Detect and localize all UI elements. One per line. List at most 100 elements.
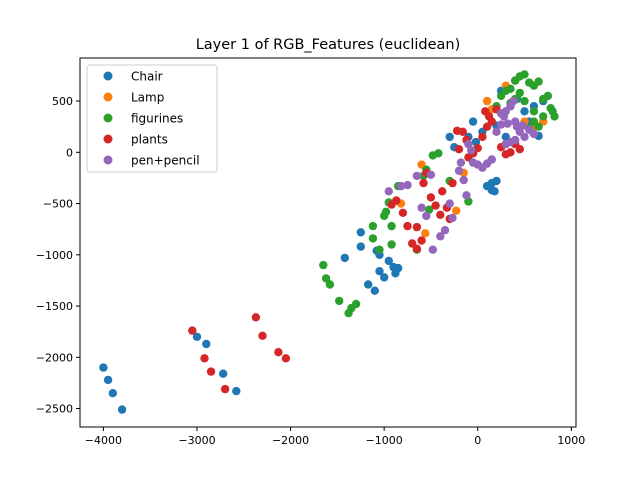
point-plants-27 <box>458 127 467 136</box>
legend-label: pen+pencil <box>131 154 200 168</box>
point-plants-6 <box>274 348 283 357</box>
points-layer <box>99 70 559 414</box>
point-plants-15 <box>417 236 426 245</box>
point-figurines-9 <box>375 245 384 254</box>
point-figurines-11 <box>381 207 391 216</box>
legend-marker <box>103 155 113 165</box>
legend-label: figurines <box>131 112 183 126</box>
point-pen-pencil-10 <box>445 199 454 208</box>
point-pen-pencil-12 <box>454 166 464 175</box>
legend-label: Lamp <box>131 91 164 105</box>
point-lamp-5 <box>482 96 492 106</box>
y-tick-label: −2500 <box>36 403 73 416</box>
point-pen-pencil-0 <box>384 187 393 196</box>
legend: Chair Lamp figurines plants pen+pencil <box>86 64 218 173</box>
legend-label: Chair <box>131 70 163 84</box>
y-tick-label: −500 <box>43 198 73 211</box>
point-figurines-13 <box>387 221 396 231</box>
point-figurines-7 <box>368 221 378 231</box>
point-plants-18 <box>426 193 436 202</box>
point-pen-pencil-13 <box>456 158 466 167</box>
point-plants-4 <box>251 313 261 322</box>
plot-frame <box>79 57 577 428</box>
point-chair-10 <box>356 228 365 237</box>
x-tick-label: −4000 <box>85 434 122 447</box>
point-figurines-35 <box>543 91 553 101</box>
legend-marker <box>103 71 113 81</box>
point-pen-pencil-24 <box>496 120 506 129</box>
point-plants-1 <box>200 354 209 363</box>
point-chair-1 <box>103 375 113 385</box>
point-lamp-2 <box>421 229 430 238</box>
point-plants-21 <box>438 187 447 196</box>
point-lamp-3 <box>452 206 461 215</box>
legend-box <box>86 64 218 173</box>
point-plants-39 <box>506 148 515 157</box>
x-axis: −4000 −3000 −2000 −1000 0 1000 <box>85 427 585 447</box>
point-plants-19 <box>431 201 440 210</box>
point-chair-0 <box>99 363 108 372</box>
point-chair-4 <box>192 332 202 341</box>
point-pen-pencil-5 <box>422 211 431 221</box>
point-chair-7 <box>232 386 241 396</box>
y-tick-label: 500 <box>52 95 73 108</box>
point-figurines-8 <box>368 234 378 243</box>
point-plants-20 <box>436 210 445 219</box>
point-pen-pencil-17 <box>467 146 476 155</box>
point-chair-17 <box>384 256 393 266</box>
point-plants-0 <box>188 326 197 335</box>
point-chair-12 <box>370 286 379 295</box>
x-tick-label: −2000 <box>272 434 309 447</box>
x-tick-label: 0 <box>474 434 481 447</box>
point-plants-26 <box>454 145 464 154</box>
point-figurines-14 <box>387 240 396 249</box>
point-pen-pencil-39 <box>503 119 512 128</box>
point-pen-pencil-9 <box>440 226 450 235</box>
point-plants-41 <box>515 145 524 154</box>
point-chair-11 <box>364 280 373 289</box>
point-chair-20 <box>394 263 403 273</box>
point-plants-3 <box>220 384 230 394</box>
legend-marker <box>103 92 113 102</box>
point-plants-11 <box>403 221 412 231</box>
point-pen-pencil-34 <box>529 129 539 139</box>
point-figurines-1 <box>321 274 331 283</box>
point-pen-pencil-38 <box>496 109 506 118</box>
point-pen-pencil-7 <box>428 245 437 254</box>
point-plants-2 <box>206 367 216 376</box>
y-tick-label: −1500 <box>36 300 73 313</box>
point-pen-pencil-6 <box>426 170 436 179</box>
x-tick-label: −3000 <box>178 434 215 447</box>
point-plants-31 <box>473 144 482 153</box>
point-plants-16 <box>419 178 428 188</box>
point-chair-9 <box>356 242 365 251</box>
point-plants-13 <box>412 244 422 253</box>
point-figurines-40 <box>520 96 529 106</box>
point-plants-7 <box>281 354 291 363</box>
point-pen-pencil-28 <box>509 96 518 106</box>
point-chair-35 <box>520 107 529 116</box>
point-pen-pencil-23 <box>492 127 501 136</box>
point-figurines-38 <box>546 104 555 113</box>
point-chair-2 <box>108 389 118 398</box>
point-plants-14 <box>412 222 422 232</box>
y-tick-label: −1000 <box>36 249 73 262</box>
point-pen-pencil-8 <box>436 232 445 241</box>
point-figurines-3 <box>335 296 344 306</box>
point-figurines-30 <box>520 70 529 79</box>
y-tick-label: 0 <box>66 146 73 159</box>
point-figurines-2 <box>325 280 335 289</box>
point-pen-pencil-32 <box>520 132 529 142</box>
point-chair-16 <box>380 273 389 282</box>
x-tick-label: −1000 <box>366 434 403 447</box>
point-plants-24 <box>448 178 457 188</box>
legend-marker <box>103 113 113 123</box>
point-chair-5 <box>202 339 211 349</box>
x-tick-label: 1000 <box>557 434 585 447</box>
point-plants-5 <box>258 331 267 340</box>
point-pen-pencil-11 <box>448 213 457 223</box>
point-chair-21 <box>445 132 454 142</box>
point-chair-6 <box>219 369 228 378</box>
